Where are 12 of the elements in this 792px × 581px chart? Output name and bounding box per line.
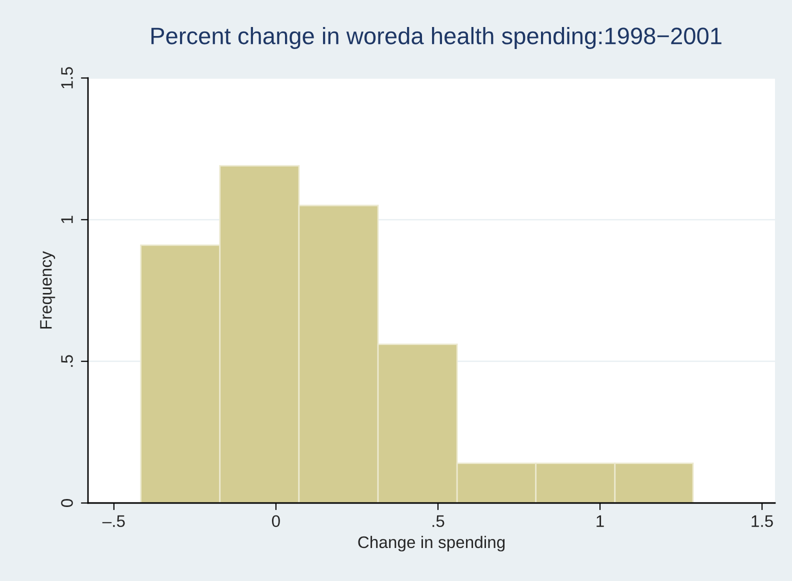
y-tick-label: .5 xyxy=(61,355,73,367)
y-tick-label: 1 xyxy=(61,216,73,224)
x-tick-label: –.5 xyxy=(102,515,125,528)
y-tick-label: 0 xyxy=(61,499,73,507)
x-tick-label: .5 xyxy=(432,515,444,528)
x-tick-label: 1.5 xyxy=(752,515,773,528)
x-tick-label: 0 xyxy=(272,515,280,528)
chart-title: Percent change in woreda health spending:1998−2001 xyxy=(151,26,722,50)
y-axis-title: Frequency xyxy=(40,251,56,328)
x-tick-label: 1 xyxy=(596,515,604,527)
y-tick-label: 1.5 xyxy=(61,67,73,88)
x-axis-title: Change in spending xyxy=(358,536,505,552)
